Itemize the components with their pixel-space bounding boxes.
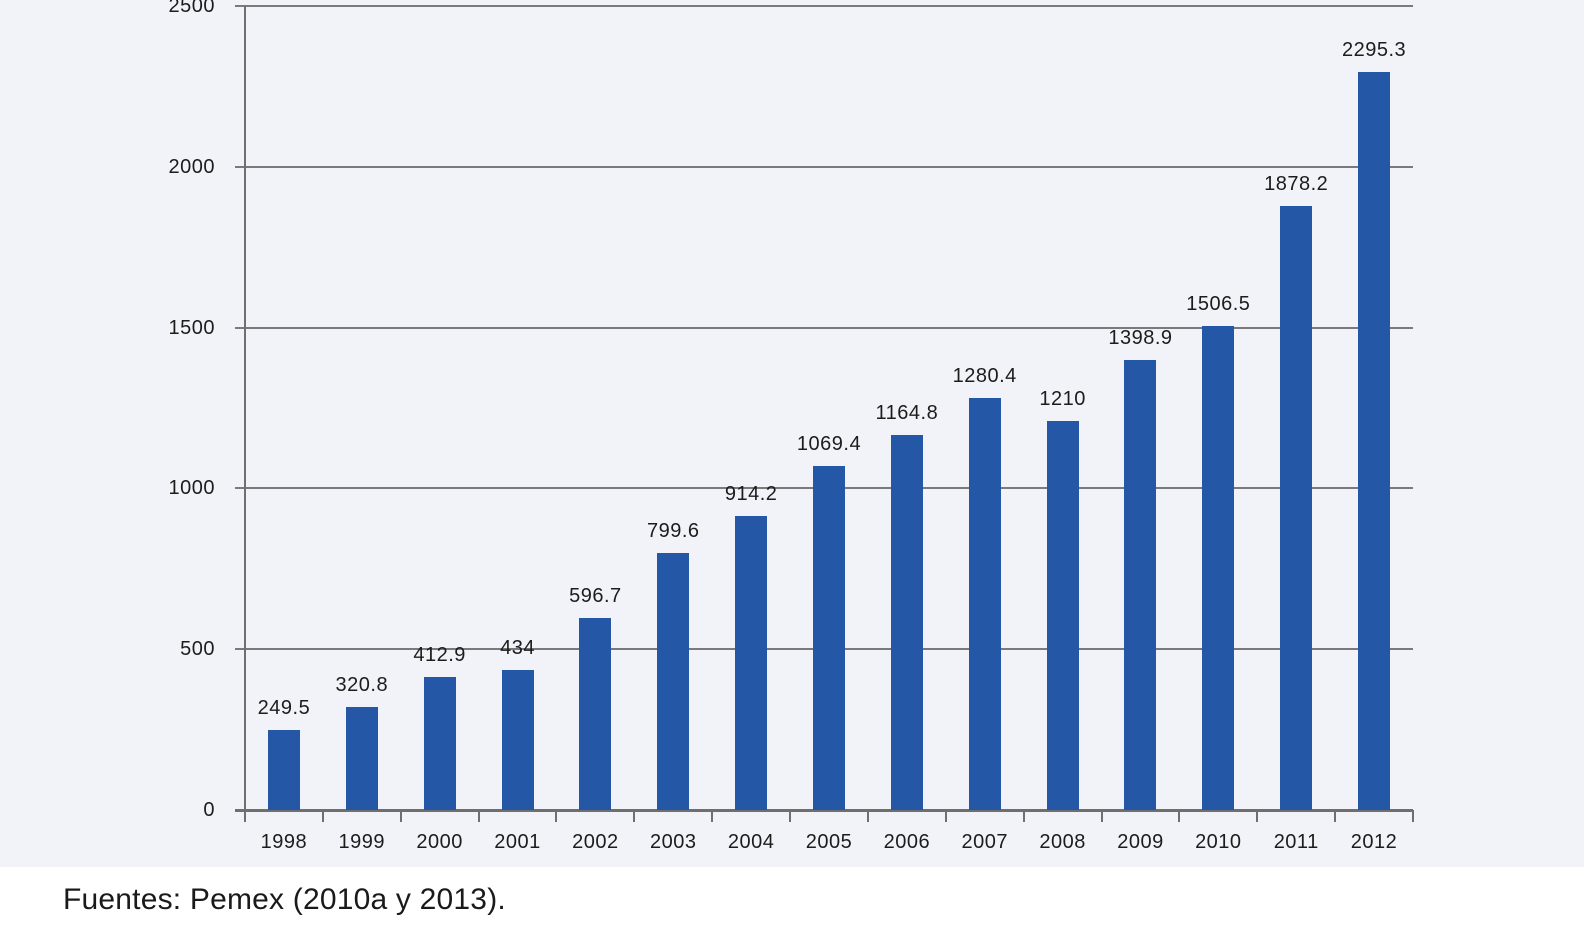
y-axis-tick-label: 2000	[168, 155, 215, 178]
x-axis-category-label: 2008	[1039, 831, 1086, 853]
bar-value-label: 1210	[1039, 387, 1086, 410]
x-axis-tick	[866, 810, 869, 822]
source-note: Fuentes: Pemex (2010a y 2013).	[63, 883, 506, 916]
x-axis-tick	[1334, 810, 1337, 822]
bar-value-label: 1164.8	[875, 402, 939, 425]
bar-value-label: 320.8	[335, 673, 389, 696]
bar-value-label: 1878.2	[1264, 172, 1329, 195]
x-axis-category-label: 2009	[1117, 831, 1164, 853]
x-axis-tick	[789, 810, 792, 822]
x-axis-category-label: 2006	[883, 831, 931, 853]
bar	[813, 466, 845, 810]
x-axis-tick	[1178, 810, 1181, 822]
bar	[423, 677, 456, 810]
x-axis-category-label: 2011	[1273, 831, 1319, 853]
bar	[1202, 325, 1235, 810]
x-axis-tick	[633, 810, 636, 822]
x-axis-category-label: 2001	[494, 831, 541, 853]
y-axis-tick-label: 0	[203, 799, 215, 821]
bar-value-label: 1398.9	[1108, 327, 1173, 350]
bar	[1124, 360, 1157, 810]
x-axis-line	[235, 808, 1413, 812]
gridline	[235, 165, 1413, 168]
bar	[735, 515, 768, 810]
x-axis-tick	[244, 810, 246, 822]
y-axis-tick-label: 1000	[168, 477, 215, 500]
gridline	[235, 326, 1413, 329]
bar-value-label: 596.7	[569, 585, 622, 608]
x-axis-category-label: 2010	[1195, 831, 1242, 853]
y-axis-tick-label: 500	[180, 638, 215, 661]
x-axis-tick	[555, 810, 558, 822]
x-axis-tick	[477, 810, 480, 822]
x-axis-category-label: 1998	[260, 831, 308, 853]
x-axis-tick	[399, 810, 402, 822]
y-axis-tick-label: 2500	[168, 0, 215, 17]
bar	[968, 398, 1001, 810]
bar	[579, 618, 612, 810]
bar-value-label: 799.6	[646, 519, 700, 542]
x-axis-tick	[1022, 810, 1025, 822]
x-axis-category-label: 2004	[727, 831, 775, 853]
x-axis-category-label: 2003	[650, 831, 697, 853]
x-axis-category-label: 2002	[572, 831, 619, 853]
x-axis-tick	[321, 810, 324, 822]
x-axis-category-label: 2012	[1350, 831, 1398, 853]
bar-value-label: 412.9	[413, 644, 466, 667]
bar	[1280, 205, 1313, 810]
x-axis-category-label: 2005	[805, 831, 853, 853]
bar-value-label: 434	[500, 637, 535, 660]
bar-value-label: 1280.4	[952, 365, 1017, 388]
bar-value-label: 249.5	[257, 696, 311, 719]
x-axis-tick	[1100, 810, 1103, 822]
bar	[657, 552, 690, 810]
x-axis-category-label: 2000	[416, 831, 463, 853]
bar-value-label: 2295.3	[1341, 38, 1407, 61]
y-axis-line	[244, 6, 246, 810]
x-axis-tick	[1256, 810, 1259, 822]
bar	[1046, 420, 1079, 810]
x-axis-category-label: 2007	[961, 831, 1008, 853]
chart-plot-background	[0, 0, 1584, 867]
x-axis-tick	[1412, 810, 1414, 822]
x-axis-tick	[944, 810, 947, 822]
bar	[1358, 71, 1391, 810]
y-axis-tick-label: 1500	[168, 316, 215, 339]
x-axis-category-label: 1999	[338, 831, 386, 853]
bar	[345, 706, 378, 810]
bar-chart: 0 500 1000 1500 2000 2500 249.5 1998 320.8 1999 41…	[168, 0, 1414, 853]
bar-value-label: 914.2	[724, 482, 778, 505]
bar-value-label: 1069.4	[796, 433, 862, 456]
gridline	[235, 5, 1413, 7]
bar	[267, 729, 300, 810]
bar	[890, 435, 923, 810]
x-axis-tick	[711, 810, 714, 822]
bar-value-label: 1506.5	[1186, 292, 1251, 315]
bar	[501, 670, 534, 810]
